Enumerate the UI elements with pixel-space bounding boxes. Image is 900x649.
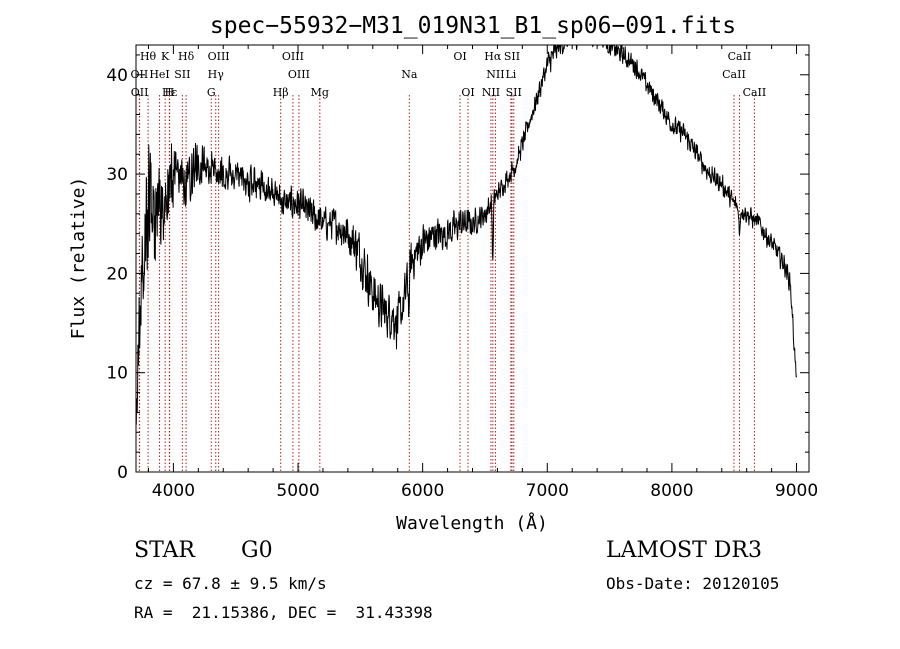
y-tick-label: 10 [106, 364, 128, 384]
x-tick-label: 4000 [152, 481, 195, 501]
line-marker-label: CaII [722, 68, 746, 81]
line-marker-label: HeI [149, 68, 169, 81]
line-marker-label: OII [131, 86, 149, 99]
line-marker-label: K [161, 50, 170, 63]
line-marker-label: CaII [728, 50, 752, 63]
sky-coordinates: RA = 21.15386, DEC = 31.43398 [134, 603, 433, 622]
x-tick-label: 7000 [526, 481, 569, 501]
spectrum-line [135, 44, 797, 425]
y-tick-label: 30 [106, 165, 128, 185]
y-axis-label: Flux (relative) [68, 177, 89, 340]
observation-date: Obs-Date: 20120105 [606, 574, 780, 593]
redshift-velocity: cz = 67.8 ± 9.5 km/s [134, 574, 327, 593]
x-tick-label: 9000 [775, 481, 818, 501]
line-marker-label: CaII [743, 86, 767, 99]
line-marker-label: Mg [311, 86, 329, 99]
line-marker-label: G [207, 86, 216, 99]
line-marker-label: SII [504, 50, 520, 63]
y-tick-label: 20 [106, 264, 128, 284]
line-marker-label: Hα [484, 50, 502, 63]
line-marker-label: Hδ [178, 50, 195, 63]
line-marker-label: Hβ [273, 86, 289, 99]
line-marker-label: H [165, 86, 175, 99]
line-marker-label: Li [505, 68, 516, 81]
line-marker-label: SII [506, 86, 522, 99]
x-tick-label: 8000 [650, 481, 693, 501]
line-marker-label: Hθ [140, 50, 157, 63]
x-tick-label: 6000 [401, 481, 444, 501]
line-marker-label: SII [174, 68, 190, 81]
line-marker-label: NII [482, 86, 500, 99]
line-marker-label: OIII [288, 68, 310, 81]
spectral-subclass: G0 [241, 538, 273, 563]
plot-frame [135, 44, 810, 473]
line-marker-label: OIII [208, 50, 230, 63]
line-marker-label: Hγ [208, 68, 225, 81]
x-tick-label: 5000 [276, 481, 319, 501]
object-class: STAR [134, 538, 195, 563]
chart-title: spec−55932−M31_019N31_B1_sp06−091.fits [210, 13, 736, 39]
line-marker-label: NII [486, 68, 504, 81]
line-marker-label: Na [401, 68, 418, 81]
line-marker-label: OI [453, 50, 466, 63]
line-marker-label: OIII [282, 50, 304, 63]
y-tick-label: 40 [106, 66, 128, 86]
line-marker-label: Hε [162, 86, 178, 99]
survey-name: LAMOST DR3 [606, 538, 762, 563]
y-tick-label: 0 [117, 463, 128, 483]
x-axis-label: Wavelength (Å) [396, 512, 548, 534]
line-marker-label: OI [461, 86, 474, 99]
